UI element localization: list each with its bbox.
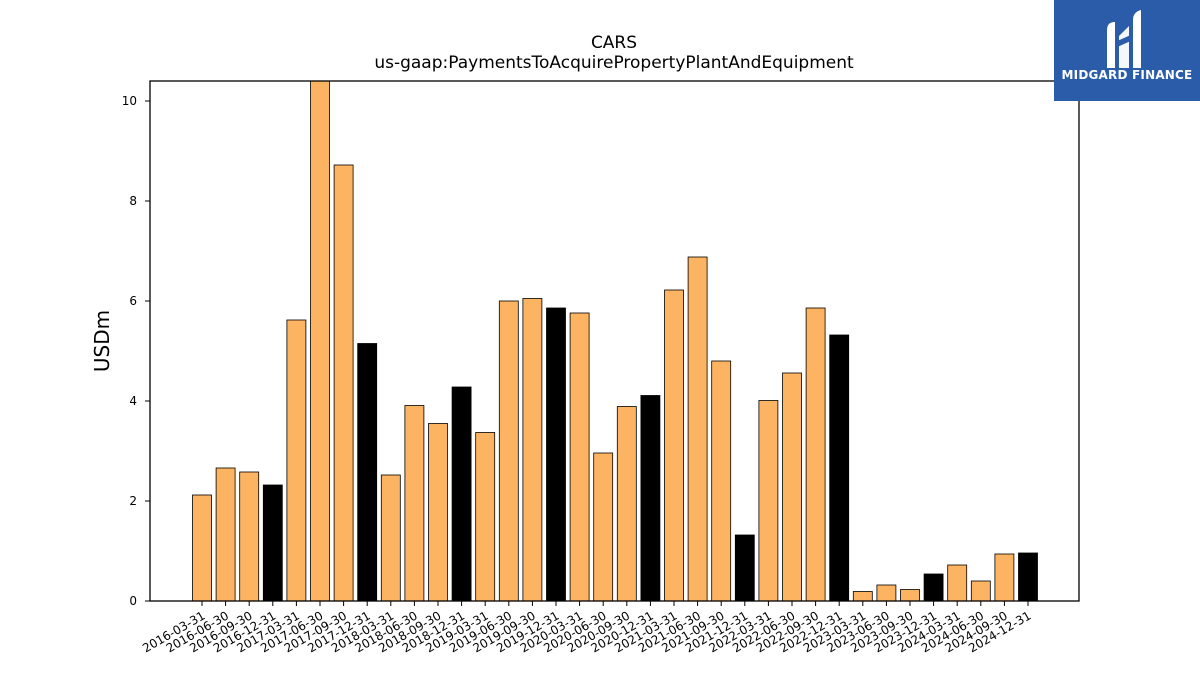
bar-2023-06-30: [876, 584, 897, 602]
bar-2020-09-30: [616, 406, 637, 602]
bar-2016-09-30: [239, 471, 260, 602]
bar-2022-09-30: [805, 307, 826, 602]
y-tick-label: 4: [129, 394, 137, 408]
bar-2018-12-31: [451, 386, 472, 602]
bar-2019-03-31: [475, 432, 496, 602]
y-axis: 0 2 4 6 8 10: [122, 94, 150, 608]
bar-2018-09-30: [428, 423, 448, 602]
chart-subtitle: us-gaap:PaymentsToAcquirePropertyPlantAn…: [374, 53, 854, 73]
y-tick-label: 6: [129, 294, 137, 308]
bar-2022-03-31: [758, 400, 779, 602]
y-tick-label: 0: [129, 594, 137, 608]
y-axis-label: USDm: [90, 310, 114, 372]
bars-group: [192, 80, 1038, 602]
bar-2023-12-31: [923, 573, 944, 602]
bar-2024-03-31: [947, 564, 968, 602]
plot-frame: [149, 80, 1080, 602]
bar-2019-09-30: [522, 298, 543, 602]
bar-2021-03-31: [664, 289, 684, 602]
bar-2022-06-30: [782, 372, 802, 602]
y-tick-label: 2: [129, 494, 137, 508]
bar-2020-06-30: [593, 452, 614, 602]
y-tick-label: 10: [122, 94, 137, 108]
x-axis: 2016-03-312016-06-302016-09-302016-12-31…: [140, 601, 1034, 655]
bar-2017-09-30: [333, 164, 354, 602]
bar-2022-12-31: [829, 334, 850, 602]
brand-logo: MIDGARD FINANCE: [1054, 0, 1200, 101]
bar-2016-03-31: [192, 494, 212, 602]
bar-2021-12-31: [734, 534, 755, 602]
bar-2024-12-31: [1018, 552, 1038, 602]
midgard-logo-icon: [1107, 10, 1141, 68]
bar-2018-06-30: [404, 405, 425, 602]
bar-2019-06-30: [498, 300, 519, 602]
logo-text: MIDGARD FINANCE: [1061, 68, 1193, 82]
bar-2017-12-31: [357, 343, 378, 602]
y-tick-label: 8: [129, 194, 137, 208]
bar-2020-03-31: [569, 312, 590, 602]
bar-2018-03-31: [380, 474, 401, 602]
bar-2016-06-30: [215, 467, 236, 602]
bar-2017-03-31: [286, 319, 307, 602]
bar-2021-09-30: [711, 360, 732, 602]
bar-2017-06-30: [310, 80, 330, 602]
bar-2016-12-31: [262, 484, 283, 602]
chart-title: CARS: [591, 33, 637, 53]
bar-2019-12-31: [546, 307, 566, 602]
bar-2023-09-30: [900, 589, 920, 602]
bar-2020-12-31: [640, 395, 661, 602]
bar-2024-09-30: [994, 553, 1015, 602]
bar-2024-06-30: [970, 580, 991, 602]
bar-2021-06-30: [687, 256, 708, 602]
bar-2023-03-31: [852, 591, 873, 602]
